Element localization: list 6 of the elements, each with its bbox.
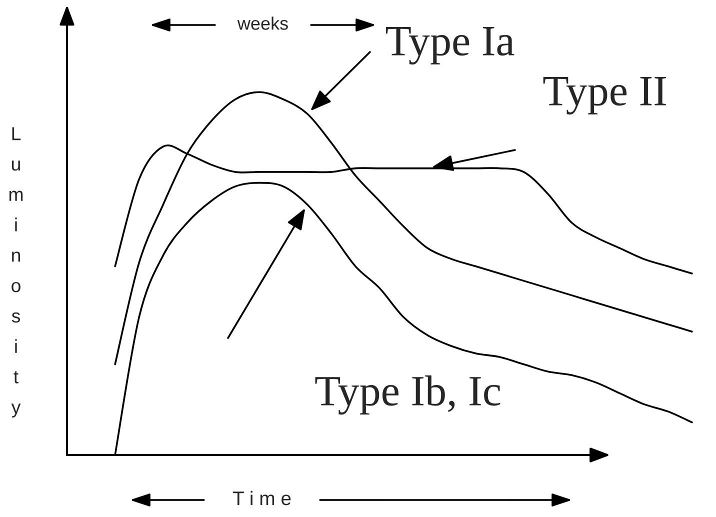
text: Luminosity <box>9 127 23 418</box>
series-label: Type Ib, Ic <box>315 375 500 415</box>
series-label: Type II <box>543 77 666 115</box>
text: weeks <box>237 16 288 30</box>
x-axis-title: T i m e <box>232 490 291 506</box>
legend-label: Type Ia <box>386 27 514 65</box>
